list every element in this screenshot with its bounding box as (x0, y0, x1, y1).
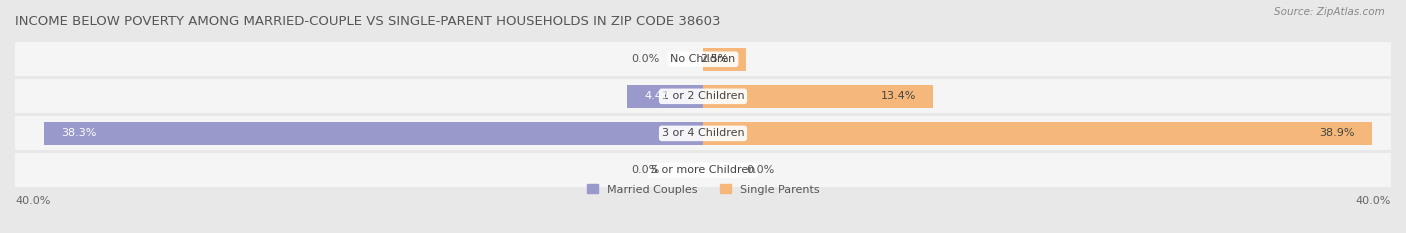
Legend: Married Couples, Single Parents: Married Couples, Single Parents (582, 180, 824, 199)
Text: 13.4%: 13.4% (882, 91, 917, 101)
Text: 2.5%: 2.5% (700, 54, 728, 64)
Bar (627, 85, 703, 108)
Text: 40.0%: 40.0% (15, 196, 51, 206)
Text: 5 or more Children: 5 or more Children (651, 165, 755, 175)
Bar (44, 122, 703, 145)
Text: Source: ZipAtlas.com: Source: ZipAtlas.com (1274, 7, 1385, 17)
Text: 1 or 2 Children: 1 or 2 Children (662, 91, 744, 101)
Bar (703, 48, 747, 71)
Bar (15, 153, 1391, 188)
Text: 0.0%: 0.0% (747, 165, 775, 175)
Bar (15, 79, 1391, 113)
Text: 4.4%: 4.4% (644, 91, 673, 101)
Bar (15, 116, 1391, 151)
Text: 0.0%: 0.0% (631, 165, 659, 175)
Bar (15, 42, 1391, 76)
Text: 38.9%: 38.9% (1319, 128, 1355, 138)
Text: No Children: No Children (671, 54, 735, 64)
Text: 3 or 4 Children: 3 or 4 Children (662, 128, 744, 138)
Text: INCOME BELOW POVERTY AMONG MARRIED-COUPLE VS SINGLE-PARENT HOUSEHOLDS IN ZIP COD: INCOME BELOW POVERTY AMONG MARRIED-COUPL… (15, 15, 720, 28)
Bar (703, 122, 1372, 145)
Text: 38.3%: 38.3% (62, 128, 97, 138)
Text: 40.0%: 40.0% (1355, 196, 1391, 206)
Bar (703, 85, 934, 108)
Text: 0.0%: 0.0% (631, 54, 659, 64)
